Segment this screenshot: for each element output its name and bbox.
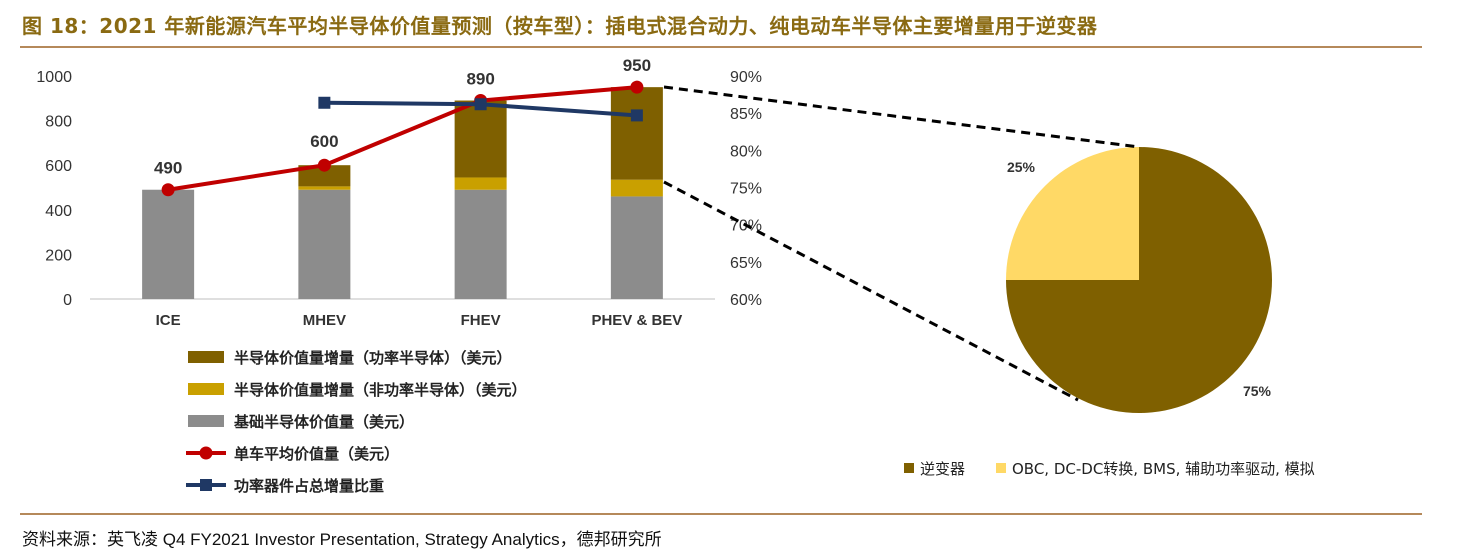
legend-label: 半导体价值量增量（功率半导体）（美元）: [234, 349, 512, 367]
legend-label: 功率器件占总增量比重: [234, 477, 384, 495]
source-note: 资料来源：英飞凌 Q4 FY2021 Investor Presentation…: [22, 530, 662, 549]
y-tick-label: 600: [45, 158, 72, 175]
line-marker: [318, 96, 331, 109]
x-tick-label: FHEV: [461, 312, 501, 329]
legend-swatch: [188, 383, 224, 395]
x-tick-label: PHEV & BEV: [591, 312, 682, 329]
bar-segment: [298, 186, 351, 190]
title-rule: [20, 46, 1422, 48]
legend-swatch: [188, 351, 224, 363]
connector-line: [663, 85, 1140, 149]
legend-label: 半导体价值量增量（非功率半导体）（美元）: [234, 381, 527, 399]
pie-legend-label: OBC, DC-DC转换, BMS, 辅助功率驱动, 模拟: [1012, 460, 1315, 478]
y2-tick-label: 90%: [730, 69, 762, 86]
pie-legend-swatch: [904, 463, 914, 473]
y-tick-label: 1000: [36, 69, 72, 86]
y2-tick-label: 65%: [730, 255, 762, 272]
figure-title: 图 18：2021 年新能源汽车平均半导体价值量预测（按车型）：插电式混合动力、…: [22, 14, 1098, 38]
bar-segment: [454, 177, 507, 190]
bar-segment: [610, 179, 663, 197]
legend-swatch: [188, 415, 224, 427]
data-label: 600: [310, 132, 338, 151]
bar-segment: [298, 189, 351, 299]
y2-tick-label: 85%: [730, 106, 762, 123]
legend-marker: [199, 446, 213, 460]
pie-slice: [1006, 147, 1139, 280]
bar-segment: [610, 87, 663, 180]
pie-value-label: 25%: [1007, 159, 1036, 175]
legend-label: 基础半导体价值量（美元）: [233, 413, 414, 431]
series-line: [167, 85, 638, 192]
data-label: 950: [623, 56, 651, 75]
pie-legend-label: 逆变器: [920, 460, 965, 478]
connector-line: [663, 180, 1079, 402]
y2-tick-label: 60%: [730, 292, 762, 309]
line-marker: [161, 183, 175, 197]
pie-legend-swatch: [996, 463, 1006, 473]
legend-label: 单车平均价值量（美元）: [234, 445, 399, 463]
y2-tick-label: 80%: [730, 143, 762, 160]
x-tick-label: ICE: [156, 312, 181, 329]
line-marker: [317, 158, 331, 172]
data-label: 890: [466, 70, 494, 89]
bar-segment: [142, 189, 195, 299]
bar-segment: [454, 189, 507, 299]
source-rule: [20, 513, 1422, 515]
y-tick-label: 200: [45, 247, 72, 264]
line-marker: [630, 109, 643, 122]
legend-marker: [200, 479, 212, 491]
bar-segment: [610, 196, 663, 299]
bar-segment: [298, 165, 351, 187]
y-tick-label: 0: [63, 292, 72, 309]
bar-segment: [454, 100, 507, 178]
line-marker: [630, 80, 644, 94]
y-tick-label: 400: [45, 203, 72, 220]
y2-tick-label: 75%: [730, 181, 762, 198]
data-label: 490: [154, 159, 182, 178]
pie-value-label: 75%: [1243, 383, 1272, 399]
x-tick-label: MHEV: [303, 312, 346, 329]
line-marker: [474, 98, 487, 111]
y-tick-label: 800: [45, 114, 72, 131]
